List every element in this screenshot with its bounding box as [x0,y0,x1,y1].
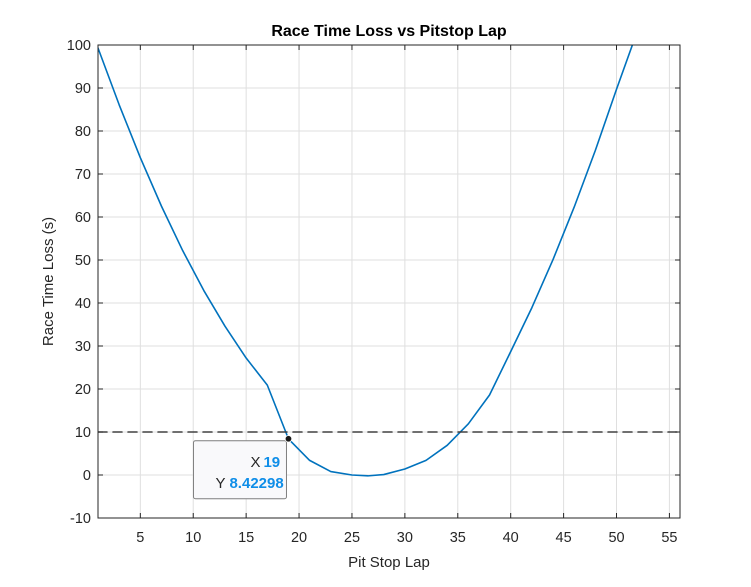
x-tick-label: 35 [450,530,466,546]
x-tick-label: 25 [344,530,360,546]
x-tick-label: 30 [397,530,413,546]
tick-labels: 5 10 15 20 25 30 35 40 45 50 55 -10 0 10 20 30 40 50 60 70 8… [67,38,678,546]
datatip-x-value: 19 [263,454,280,471]
ticks [98,44,680,519]
x-tick-label: 45 [556,530,572,546]
x-tick-label: 40 [503,530,519,546]
y-tick-label: 50 [75,253,91,269]
datatip-x-key: X [250,454,260,471]
y-tick-label: 100 [67,38,91,54]
chart-title: Race Time Loss vs Pitstop Lap [271,23,507,40]
y-tick-label: 0 [83,468,91,484]
x-tick-label: 50 [608,530,624,546]
y-tick-label: -10 [70,511,91,527]
y-tick-label: 90 [75,81,91,97]
axes-background [98,45,680,518]
y-tick-label: 40 [75,296,91,312]
axes-box [97,44,681,519]
y-tick-label: 60 [75,210,91,226]
datatip[interactable]: X 19 Y 8.42298 [192,435,293,500]
datatip-y-value: 8.42298 [229,475,283,492]
y-tick-label: 20 [75,382,91,398]
x-tick-label: 20 [291,530,307,546]
y-tick-label: 10 [75,425,91,441]
y-axis-label: Race Time Loss (s) [40,217,57,346]
datatip-marker[interactable] [284,435,293,443]
datatip-y-key: Y [215,475,225,492]
x-axis-label: Pit Stop Lap [348,554,430,571]
x-tick-label: 10 [185,530,201,546]
plot-area: 5 10 15 20 25 30 35 40 45 50 55 -10 0 10 20 30 40 50 60 70 8… [67,38,681,546]
series-group [98,45,680,477]
datatip-box[interactable] [192,440,287,500]
y-tick-label: 30 [75,339,91,355]
race-time-loss-curve [98,45,634,477]
y-tick-label: 70 [75,167,91,183]
x-tick-label: 15 [238,530,254,546]
y-tick-label: 80 [75,124,91,140]
x-tick-label: 55 [661,530,677,546]
x-tick-label: 5 [136,530,144,546]
grid [98,44,680,519]
